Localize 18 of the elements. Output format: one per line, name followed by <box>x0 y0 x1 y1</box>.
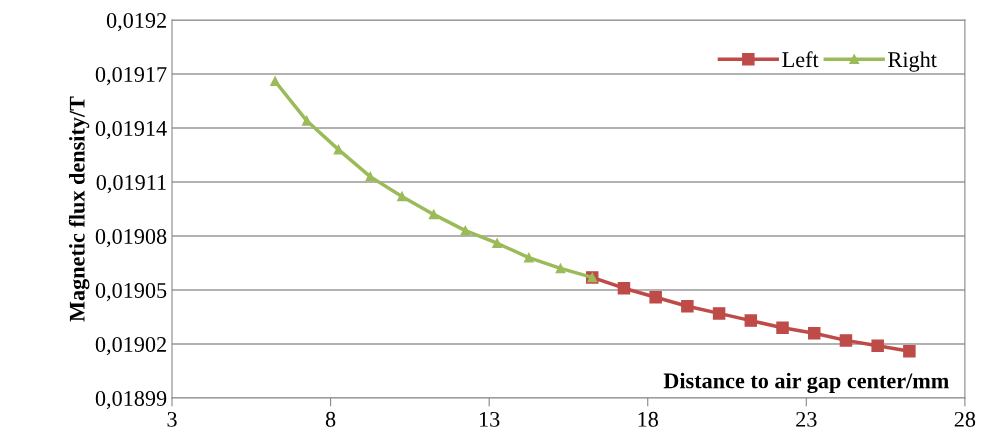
x-tick-label: 8 <box>325 411 336 427</box>
x-axis-title: Distance to air gap center/mm <box>663 372 949 394</box>
x-tick-label: 3 <box>167 411 177 427</box>
legend-label: Left <box>782 51 819 68</box>
y-tick-label: 0,01917 <box>95 66 167 86</box>
x-tick-label: 13 <box>480 411 500 427</box>
y-tick-label: 0,01899 <box>95 390 167 410</box>
y-tick-label: 0,01908 <box>95 228 167 248</box>
y-tick-label: 0,01905 <box>95 282 167 302</box>
y-tick-label: 0,01914 <box>95 120 167 140</box>
x-tick-label: 28 <box>954 411 976 427</box>
legend-label: Right <box>888 51 937 72</box>
y-tick-label: 0,01911 <box>96 174 166 194</box>
y-axis-title: Magnetic flux density/T <box>68 96 90 322</box>
x-tick-label: 18 <box>638 411 658 427</box>
y-tick-label: 0,01902 <box>95 336 166 356</box>
y-tick-label: 0,0192 <box>106 12 166 32</box>
x-tick-label: 23 <box>796 411 817 427</box>
